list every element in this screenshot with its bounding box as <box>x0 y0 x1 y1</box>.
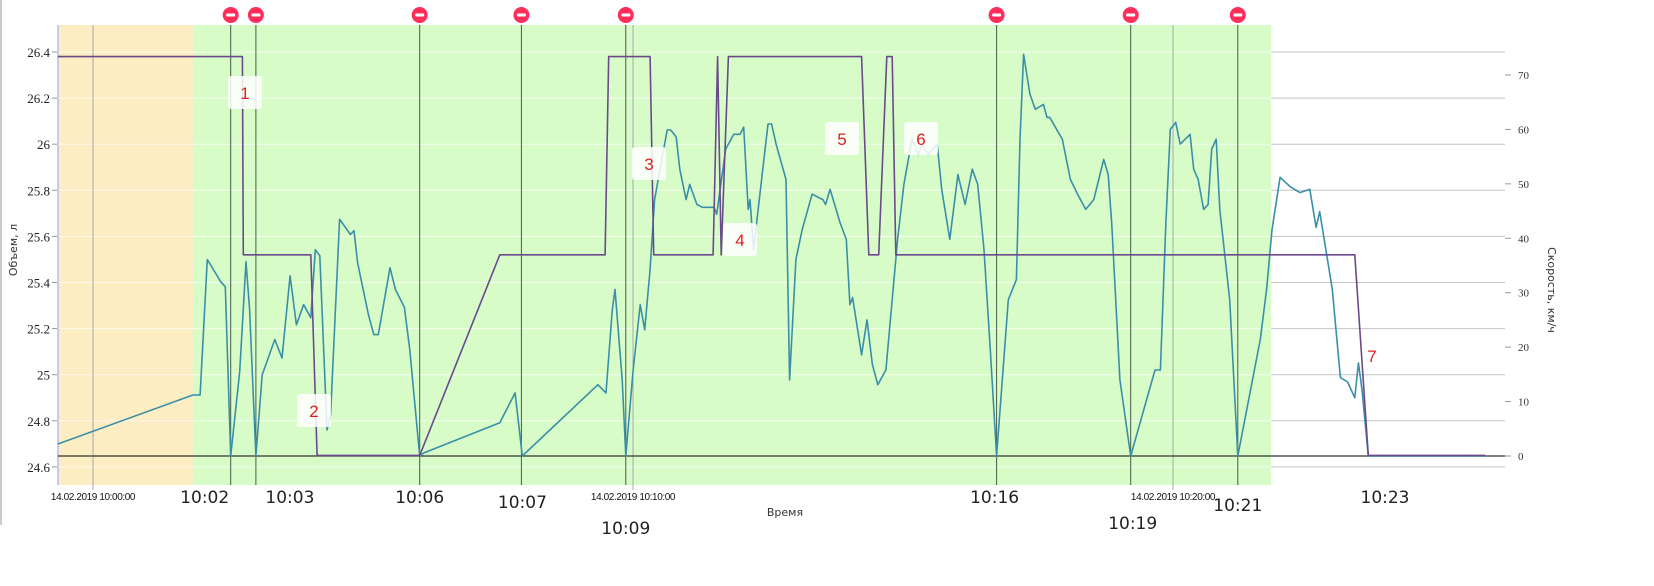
stop-marker-dash <box>1233 13 1243 17</box>
y-right-tick-label: 50 <box>1518 179 1530 191</box>
annotation-label: 4 <box>735 231 744 250</box>
stop-time-label: 10:06 <box>395 488 444 508</box>
stop-time-label: 10:09 <box>601 519 650 539</box>
y-left-tick-label: 25.6 <box>27 229 50 244</box>
stop-marker-dash <box>621 13 631 17</box>
y-left-axis-title: Объем, л <box>7 224 20 276</box>
stop-marker-dash <box>1126 13 1136 17</box>
y-left-tick-label: 25.8 <box>27 183 50 198</box>
y-left-tick-label: 24.8 <box>27 414 50 429</box>
y-right-tick-label: 70 <box>1518 70 1530 82</box>
annotation-box <box>723 223 757 256</box>
y-left-tick-label: 25 <box>37 368 50 383</box>
annotation-label: 2 <box>309 402 318 421</box>
x-tick-label: 14.02.2019 10:00:00 <box>51 492 136 503</box>
stop-time-label: 10:21 <box>1213 496 1262 516</box>
annotation-label: 5 <box>837 130 846 149</box>
y-left-tick-label: 24.6 <box>27 460 50 475</box>
stop-time-label: 10:07 <box>498 493 547 513</box>
y-right-tick-label: 60 <box>1518 124 1530 136</box>
speed-series-line <box>57 53 1486 457</box>
annotation-box <box>825 122 859 155</box>
stop-time-label: 10:02 <box>180 488 229 508</box>
stop-marker-dash <box>251 13 261 17</box>
y-right-tick-label: 20 <box>1518 342 1530 354</box>
region-0 <box>57 25 193 485</box>
x-tick-label: 14.02.2019 10:10:00 <box>591 492 676 503</box>
stop-marker-dash <box>226 13 236 17</box>
y-left-tick-label: 26.4 <box>27 45 50 60</box>
x-axis-title: Время <box>767 506 803 519</box>
y-left-tick-label: 25.4 <box>27 276 50 291</box>
annotation-box <box>228 76 262 109</box>
stop-marker-dash <box>992 13 1002 17</box>
stop-marker-dash <box>516 13 526 17</box>
y-right-axis-title: Скорость, км/ч <box>1545 247 1558 333</box>
x-tick-label: 14.02.2019 10:20:00 <box>1131 492 1216 503</box>
y-left-tick-label: 26 <box>37 137 51 152</box>
y-right-tick-label: 0 <box>1518 451 1524 463</box>
annotation-label: 1 <box>240 84 249 103</box>
annotation-label: 7 <box>1367 347 1376 366</box>
y-left-tick-label: 26.2 <box>27 91 50 106</box>
y-right-tick-label: 30 <box>1518 288 1530 300</box>
annotation-box <box>297 394 331 427</box>
annotation-box <box>632 147 666 180</box>
annotation-label: 3 <box>644 155 653 174</box>
annotation-box <box>904 122 938 155</box>
stop-time-label: 10:03 <box>265 488 314 508</box>
stop-time-label: 10:23 <box>1361 488 1410 508</box>
stop-marker-dash <box>415 13 425 17</box>
stop-time-label: 10:19 <box>1108 514 1157 534</box>
y-left-tick-label: 25.2 <box>27 322 50 337</box>
y-right-tick-label: 40 <box>1518 233 1530 245</box>
y-right-tick-label: 10 <box>1518 397 1530 409</box>
stop-time-label: 10:16 <box>970 488 1019 508</box>
annotation-label: 6 <box>916 130 925 149</box>
